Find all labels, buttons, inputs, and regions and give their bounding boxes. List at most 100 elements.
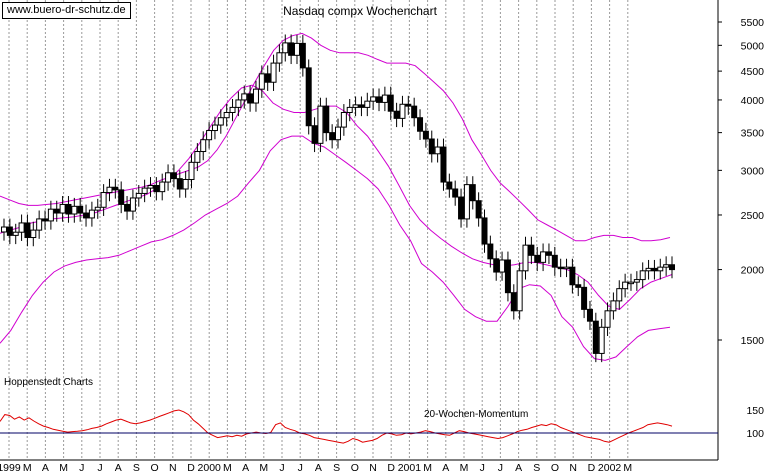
candle-body [586,308,593,322]
x-tick-label: M [460,462,469,474]
candle-body [88,209,95,219]
y-tick-label: 3500 [741,128,765,140]
candle-body [147,184,154,189]
y-tick-label: 2000 [741,265,765,277]
candle-body [206,130,213,141]
x-tick-label: D [588,462,596,474]
candle-body [299,42,306,69]
candle-body [575,284,582,288]
candle-body [370,96,377,102]
candle-body [71,205,78,215]
candle-body [288,42,295,56]
x-tick-label: M [623,462,632,474]
x-tick-label: D [387,462,395,474]
x-tick-label: M [223,462,232,474]
x-tick-label: 2001 [398,462,422,474]
candle-body [551,254,558,268]
candle-body [475,200,482,219]
candle-body [317,105,324,144]
candle-body [47,208,54,222]
candle-body [417,117,424,132]
candle-body [83,212,90,219]
candle-body [627,281,634,285]
candle-body [604,310,611,328]
x-tick-label: A [242,462,249,474]
source-label: Hoppenstedt Charts [4,377,93,388]
candle-body [241,93,248,101]
candle-body [504,259,511,294]
x-tick-label: A [115,462,122,474]
candle-body [428,138,435,155]
candle-body [422,130,429,140]
candle-body [335,126,341,141]
candle-body [165,172,172,183]
candle-body [657,266,664,272]
watermark-label: www.buero-dr-schutz.de [2,2,131,19]
candle-body [135,192,142,199]
time-axis: 1999 M A M J J A S O N D 2000 M A M J J A S O N D 2001 M A M J J A S O… [0,462,632,474]
candle-body [458,196,465,220]
x-tick-label: J [79,462,84,474]
candle-body [622,281,629,290]
x-tick-label: N [169,462,177,474]
candle-body [276,52,283,64]
candle-body [340,111,347,128]
y-tick-label: 3000 [741,165,765,177]
candle-body [440,146,447,183]
y-tick-label: 4500 [741,66,765,78]
candle-body [616,288,623,302]
candle-body [235,99,242,108]
candle-body [376,96,383,103]
candle-body [159,181,166,193]
candle-body [516,270,523,312]
candle-body [217,117,224,126]
candle-body [194,151,201,163]
candle-body [510,292,517,312]
x-tick-label: A [515,462,522,474]
momentum-label: 20-Wochen-Momentum [424,409,529,420]
x-tick-label: S [333,462,340,474]
candle-body [633,279,640,283]
x-tick-label: M [23,462,32,474]
candle-body [452,188,459,198]
candle-body [223,111,230,119]
x-tick-label: J [298,462,303,474]
candle-body [293,42,300,56]
candle-body [229,106,236,113]
candle-body [42,218,49,222]
candle-body [65,203,72,215]
candle-body [118,189,125,205]
candle-body [141,187,148,194]
x-tick-label: 1999 [0,462,21,474]
candle-body [405,103,412,107]
candle-body [411,105,418,119]
candle-body [581,286,588,310]
x-tick-label: O [551,462,559,474]
x-tick-label: M [59,462,68,474]
candle-body [534,254,541,263]
chart-title: Nasdaq compx Wochenchart [283,4,437,18]
candle-body [258,73,265,90]
candle-body [12,231,19,236]
momentum-panel [0,409,673,444]
y-tick-label: 4000 [741,95,765,107]
candle-body [663,264,670,268]
x-tick-label: S [133,462,140,474]
y-tick-label: 1500 [741,335,765,347]
candle-body [545,251,552,256]
candle-body [129,197,136,212]
candle-body [381,94,388,103]
y-tick-label: 2500 [741,210,765,222]
x-tick-label: M [423,462,432,474]
candle-body [499,259,506,273]
candle-body [493,258,500,273]
x-tick-label: D [187,462,195,474]
candle-body [176,178,183,190]
candle-body [24,222,31,239]
candle-body [247,93,254,104]
momentum-tick-label: 150 [746,405,764,417]
candle-body [305,67,312,127]
x-tick-label: 2002 [598,462,622,474]
candle-body [352,104,359,108]
candle-body [106,186,113,194]
